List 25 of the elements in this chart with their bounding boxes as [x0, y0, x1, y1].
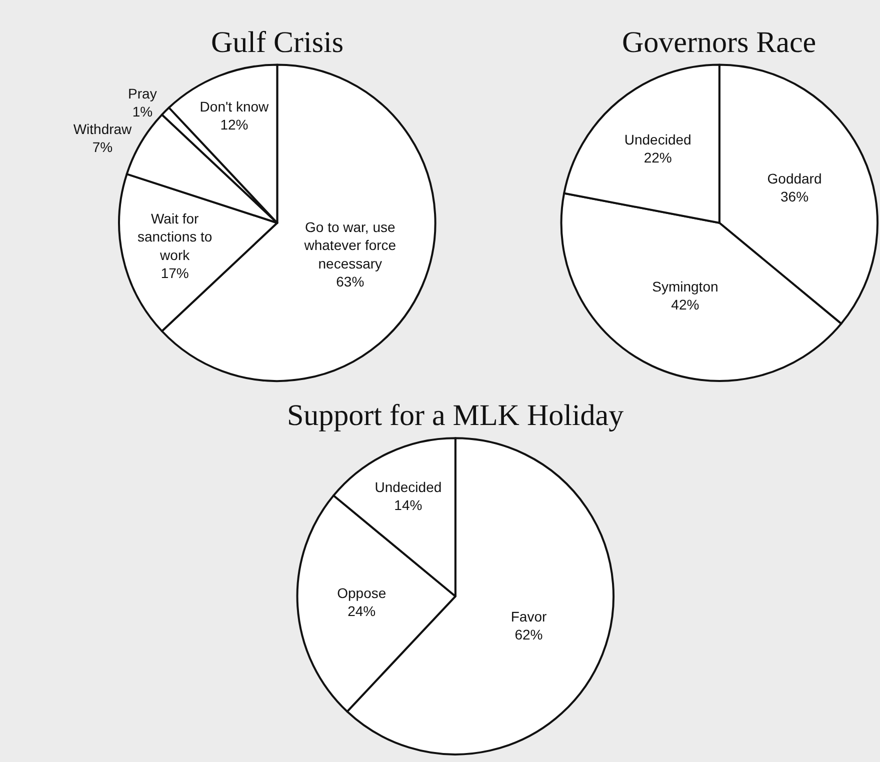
slice-label: Wait for sanctions to work	[137, 210, 212, 263]
data-label: 36%	[780, 188, 809, 205]
data-label: 24%	[348, 603, 376, 620]
slice-label: Undecided	[374, 478, 442, 495]
slice-label: Don't know	[200, 98, 270, 114]
slice-label: Withdraw	[73, 120, 133, 137]
data-label: 62%	[514, 626, 543, 642]
chart-title: Governors Race	[622, 26, 816, 59]
slice-label: Symington	[652, 278, 718, 294]
data-label: 12%	[220, 116, 248, 133]
data-label: 63%	[336, 274, 364, 290]
data-label: 14%	[394, 497, 422, 514]
slice-label: Go to war, use whatever force necessary	[303, 218, 396, 272]
slice-label: Oppose	[337, 585, 386, 602]
data-label: 7%	[92, 139, 113, 156]
data-label: 1%	[132, 104, 153, 120]
data-label: 42%	[671, 296, 700, 313]
slice-label: Pray	[128, 85, 157, 102]
chart-title: Gulf Crisis	[211, 26, 344, 59]
slice-label: Undecided	[624, 131, 692, 148]
data-label: 17%	[160, 265, 189, 282]
chart-title: Support for a MLK Holiday	[287, 399, 624, 432]
slice-label: Goddard	[767, 170, 822, 186]
slice-label: Favor	[510, 608, 547, 624]
data-label: 22%	[644, 150, 672, 166]
